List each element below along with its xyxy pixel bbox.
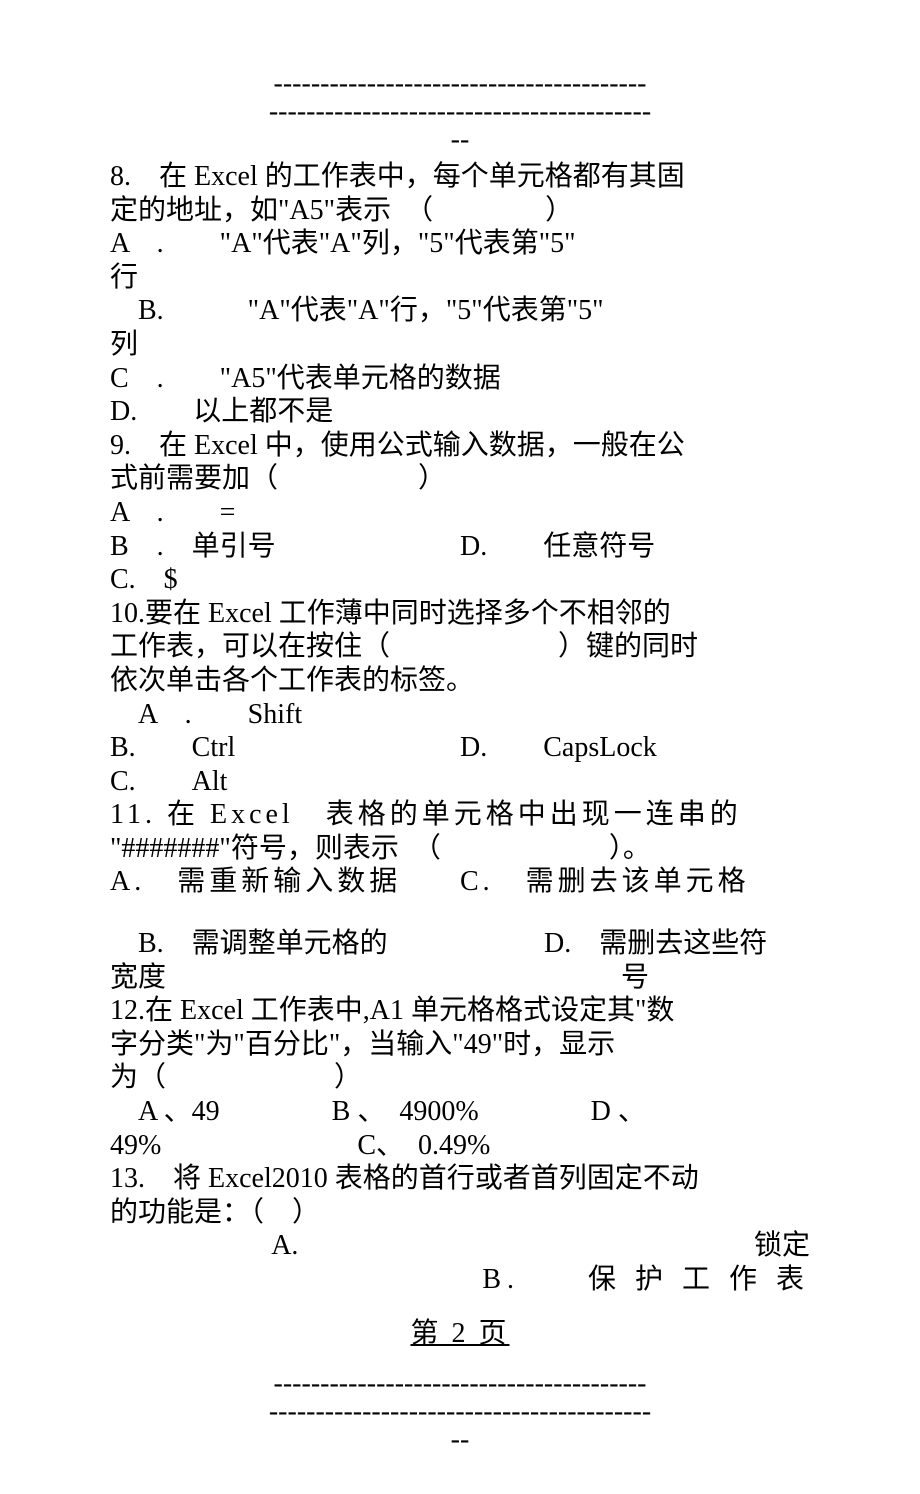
q10-option-a: A . Shift — [110, 698, 810, 732]
footer: ----------------------------------------… — [110, 1370, 810, 1454]
q10-stem-3: 依次单击各个工作表的标签。 — [110, 664, 810, 698]
header-dashes-1: ---------------------------------------- — [110, 70, 810, 98]
q8-option-b-2: 列 — [110, 328, 810, 362]
q9-stem-2: 式前需要加（ ） — [110, 462, 810, 496]
q10-option-d: D. CapsLock — [460, 731, 810, 765]
q11-option-b-1: B. 需调整单元格的 — [110, 927, 460, 961]
q12-options-1: A 、49 B 、 4900% D 、 — [110, 1095, 810, 1129]
q11-option-d-1: D. 需删去这些符 — [460, 927, 810, 961]
q12-options-2: 49% C、 0.49% — [110, 1129, 810, 1163]
q13-option-a: A. 锁定 — [110, 1229, 810, 1263]
q10-option-b: B. Ctrl — [110, 731, 460, 765]
q10-option-c: C. Alt — [110, 765, 810, 799]
q9-option-b: B . 单引号 — [110, 530, 460, 564]
q13-stem-1: 13. 将 Excel2010 表格的首行或者首列固定不动 — [110, 1162, 810, 1196]
q10-stem-1: 10.要在 Excel 工作薄中同时选择多个不相邻的 — [110, 597, 810, 631]
q9-stem-1: 9. 在 Excel 中，使用公式输入数据，一般在公 — [110, 429, 810, 463]
q9-option-b-d: B . 单引号 D. 任意符号 — [110, 530, 810, 564]
q8-stem-2: 定的地址，如"A5"表示 （ ） — [110, 194, 810, 228]
footer-dashes-short: -- — [110, 1426, 810, 1454]
q9-option-a: A . = — [110, 496, 810, 530]
header-dashes-short: -- — [110, 126, 810, 154]
q8-option-a-2: 行 — [110, 261, 810, 295]
document-page: ----------------------------------------… — [0, 0, 920, 1494]
q11-option-b-d-2: 宽度 号 — [110, 961, 810, 995]
q11-option-d-2: 号 — [460, 961, 810, 995]
q8-option-a-1: A . "A"代表"A"列，"5"代表第"5" — [110, 227, 810, 261]
q9-option-c: C. $ — [110, 563, 810, 597]
q11-option-b-2: 宽度 — [110, 961, 460, 995]
q11-stem-1: 11. 在 Excel 表格的单元格中出现一连串的 — [110, 798, 810, 832]
q11-option-b-d-1: B. 需调整单元格的 D. 需删去这些符 — [110, 927, 810, 961]
q10-option-b-d: B. Ctrl D. CapsLock — [110, 731, 810, 765]
q8-option-b-1: B. "A"代表"A"行，"5"代表第"5" — [110, 294, 810, 328]
header-dashes-2: ----------------------------------------… — [110, 98, 810, 126]
q8-stem-1: 8. 在 Excel 的工作表中，每个单元格都有其固 — [110, 160, 810, 194]
q9-option-d: D. 任意符号 — [460, 530, 810, 564]
q11-stem-2: "#######"符号，则表示 （ ）。 — [110, 832, 810, 866]
footer-dashes-1: ---------------------------------------- — [110, 1370, 810, 1398]
q10-stem-2: 工作表，可以在按住（ ）键的同时 — [110, 630, 810, 664]
q11-option-c: C. 需删去该单元格 — [460, 865, 810, 899]
q13-option-a-right: 定 — [782, 1229, 810, 1263]
q11-option-a-c: A. 需重新输入数据 C. 需删去该单元格 — [110, 865, 810, 899]
q8-option-d: D. 以上都不是 — [110, 395, 810, 429]
q12-stem-3: 为（ ） — [110, 1061, 810, 1095]
q13-option-a-left: A. 锁 — [110, 1230, 782, 1261]
q11-option-a: A. 需重新输入数据 — [110, 865, 460, 899]
q12-stem-1: 12.在 Excel 工作表中,A1 单元格格式设定其"数 — [110, 994, 810, 1028]
content-body: 8. 在 Excel 的工作表中，每个单元格都有其固 定的地址，如"A5"表示 … — [110, 160, 810, 1297]
page-number: 第 2 页 — [110, 1317, 810, 1351]
q13-option-b: B. 保 护 工 作 表 — [110, 1263, 810, 1297]
footer-dashes-2: ----------------------------------------… — [110, 1398, 810, 1426]
q13-stem-2: 的功能是：（ ） — [110, 1196, 810, 1230]
q8-option-c: C . "A5"代表单元格的数据 — [110, 362, 810, 396]
q12-stem-2: 字分类"为"百分比"，当输入"49"时，显示 — [110, 1028, 810, 1062]
